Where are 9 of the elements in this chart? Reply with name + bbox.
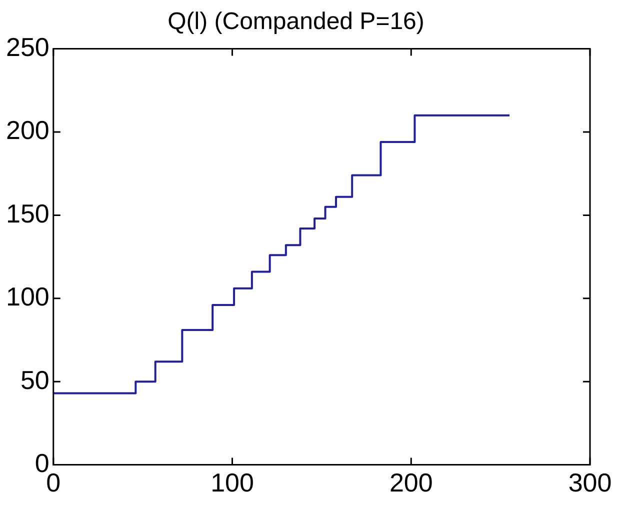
x-tick-label: 200	[389, 468, 433, 498]
y-tick-label: 200	[6, 115, 50, 146]
y-tick-label: 150	[6, 198, 50, 228]
x-tick-label: 300	[568, 468, 612, 498]
chart-title: Q(l) (Companded P=16)	[168, 8, 424, 36]
y-tick-label: 250	[6, 32, 50, 62]
y-tick-label: 100	[6, 282, 50, 312]
x-tick-label: 100	[210, 468, 254, 498]
y-tick-label: 50	[20, 364, 50, 395]
